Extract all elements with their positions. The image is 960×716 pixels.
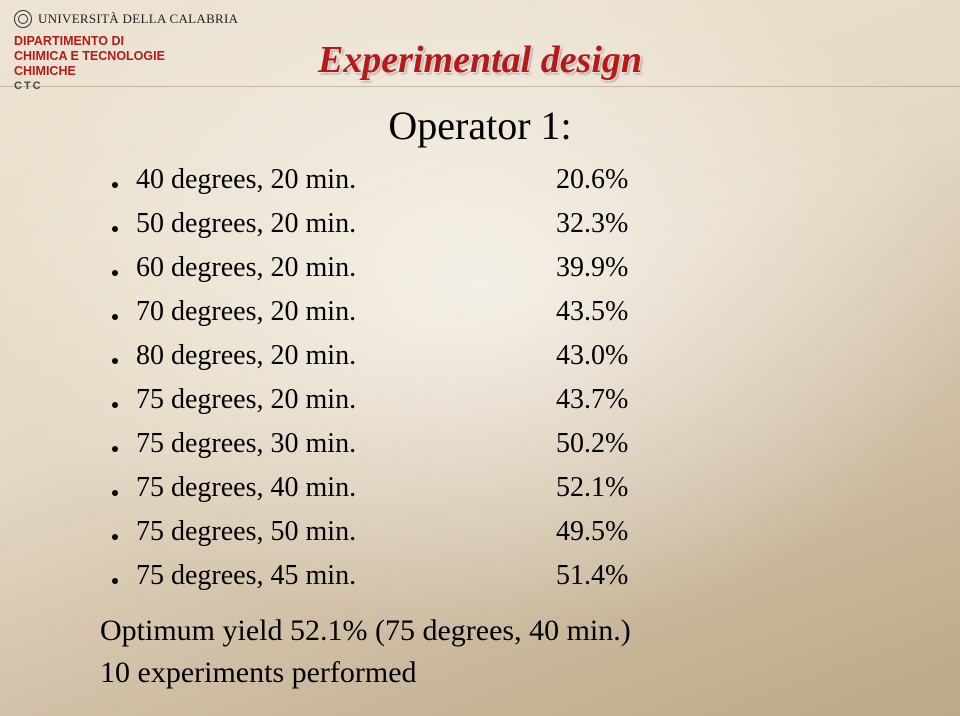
list-item: 75 degrees, 20 min. 43.7% [112,384,848,428]
experiment-count-summary: 10 experiments performed [100,656,417,690]
bullet-icon [112,402,118,408]
experiment-condition: 40 degrees, 20 min. [136,164,556,196]
list-item: 75 degrees, 30 min. 50.2% [112,428,848,472]
department-line-3: CHIMICHE [14,64,76,78]
slide-title: Experimental design [318,38,642,82]
university-emblem-icon [14,10,32,28]
experiment-condition: 75 degrees, 30 min. [136,428,556,460]
list-item: 70 degrees, 20 min. 43.5% [112,296,848,340]
department-line-2: CHIMICA E TECNOLOGIE [14,49,165,63]
title-underline [0,86,960,87]
bullet-icon [112,182,118,188]
experiment-condition: 75 degrees, 40 min. [136,472,556,504]
bullet-icon [112,358,118,364]
list-item: 75 degrees, 40 min. 52.1% [112,472,848,516]
experiment-yield: 20.6% [556,164,628,196]
experiment-condition: 60 degrees, 20 min. [136,252,556,284]
bullet-icon [112,534,118,540]
experiment-condition: 70 degrees, 20 min. [136,296,556,328]
list-item: 80 degrees, 20 min. 43.0% [112,340,848,384]
experiment-data-list: 40 degrees, 20 min. 20.6% 50 degrees, 20… [112,164,848,604]
bullet-icon [112,226,118,232]
department-line-1: DIPARTIMENTO DI [14,34,124,48]
experiment-condition: 75 degrees, 50 min. [136,516,556,548]
experiment-yield: 43.0% [556,340,628,372]
university-name: UNIVERSITÀ DELLA CALABRIA [38,12,238,26]
experiment-yield: 50.2% [556,428,628,460]
bullet-icon [112,270,118,276]
experiment-condition: 80 degrees, 20 min. [136,340,556,372]
experiment-yield: 43.7% [556,384,628,416]
list-item: 50 degrees, 20 min. 32.3% [112,208,848,252]
list-item: 60 degrees, 20 min. 39.9% [112,252,848,296]
university-row: UNIVERSITÀ DELLA CALABRIA [14,10,238,28]
list-item: 75 degrees, 50 min. 49.5% [112,516,848,560]
experiment-yield: 52.1% [556,472,628,504]
experiment-yield: 49.5% [556,516,628,548]
experiment-condition: 50 degrees, 20 min. [136,208,556,240]
list-item: 40 degrees, 20 min. 20.6% [112,164,848,208]
experiment-yield: 51.4% [556,560,628,592]
experiment-condition: 75 degrees, 20 min. [136,384,556,416]
optimum-yield-summary: Optimum yield 52.1% (75 degrees, 40 min.… [100,614,631,648]
experiment-condition: 75 degrees, 45 min. [136,560,556,592]
bullet-icon [112,446,118,452]
experiment-yield: 32.3% [556,208,628,240]
experiment-yield: 43.5% [556,296,628,328]
bullet-icon [112,314,118,320]
list-item: 75 degrees, 45 min. 51.4% [112,560,848,604]
institution-logo-block: UNIVERSITÀ DELLA CALABRIA DIPARTIMENTO D… [14,10,238,93]
bullet-icon [112,490,118,496]
operator-heading: Operator 1: [388,102,571,149]
experiment-yield: 39.9% [556,252,628,284]
bullet-icon [112,578,118,584]
department-name: DIPARTIMENTO DI CHIMICA E TECNOLOGIE CHI… [14,34,238,79]
